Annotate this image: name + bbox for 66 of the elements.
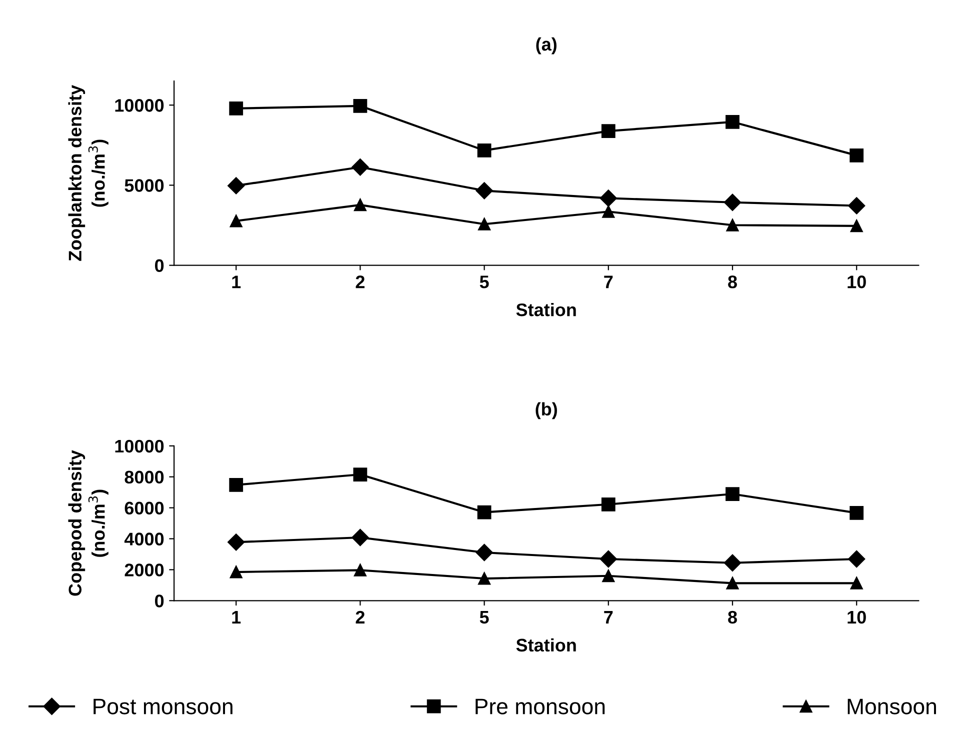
y-axis-title: Copepod density (no./m$^{3}$): [68, 450, 108, 596]
y-tick-label: 2000: [124, 564, 164, 576]
point: [229, 102, 244, 116]
x-axis-title: Station: [516, 638, 576, 652]
x-tick-label: 2: [356, 610, 365, 624]
point: [477, 144, 492, 158]
x-tick-label: 8: [728, 610, 737, 624]
point: [848, 550, 866, 568]
x-tick-label: 10: [848, 276, 866, 288]
chart-title: (b): [536, 402, 557, 420]
point: [354, 198, 366, 212]
point: [601, 497, 616, 512]
x-tick-label: 7: [604, 276, 613, 288]
point: [850, 220, 863, 232]
y-tick-label: 10000: [115, 440, 164, 453]
y-tick-label: 8000: [124, 470, 164, 484]
legend-label: Post monsoon: [94, 698, 232, 714]
point: [600, 550, 617, 568]
point: [353, 98, 368, 113]
point: [229, 478, 244, 492]
x-axis-title: Station: [516, 302, 576, 316]
point: [230, 214, 242, 228]
point: [354, 564, 366, 576]
point: [726, 114, 740, 129]
point: [353, 468, 368, 482]
point: [848, 197, 866, 214]
point: [724, 194, 742, 211]
point: [601, 124, 616, 138]
point: [228, 177, 245, 194]
point: [726, 218, 739, 232]
x-tick-label: 1: [232, 611, 241, 624]
point: [850, 576, 863, 590]
point: [230, 566, 242, 578]
point: [476, 544, 493, 562]
x-tick-label: 5: [480, 611, 489, 624]
y-tick-label: 4000: [124, 532, 164, 546]
y-tick-label: 10000: [115, 99, 164, 112]
point: [850, 506, 864, 520]
legend-label: Pre monsoon: [476, 698, 605, 714]
point: [478, 218, 491, 230]
x-tick-label: 8: [728, 276, 737, 288]
point: [476, 182, 493, 200]
y-tick-label: 6000: [124, 502, 164, 515]
point: [352, 528, 369, 546]
y-tick-label: 0: [155, 594, 164, 608]
point: [600, 190, 617, 207]
point: [726, 576, 739, 590]
point: [477, 505, 492, 520]
x-tick-label: 1: [232, 276, 241, 288]
x-tick-label: 7: [604, 611, 613, 624]
x-tick-label: 10: [848, 610, 866, 624]
x-tick-label: 5: [480, 276, 489, 288]
point: [602, 570, 615, 582]
y-tick-label: 5000: [124, 179, 164, 192]
legend-label: Monsoon: [848, 698, 936, 714]
point: [478, 572, 491, 585]
point: [228, 534, 245, 551]
point: [352, 158, 369, 176]
point: [850, 148, 864, 162]
x-tick-label: 2: [356, 276, 365, 288]
point: [602, 205, 615, 218]
y-tick-label: 0: [155, 259, 164, 272]
point: [724, 554, 742, 572]
point: [726, 487, 740, 501]
chart-title: (a): [536, 37, 556, 54]
y-axis-title: Zooplankton density (no./m$^{3}$): [68, 85, 108, 261]
